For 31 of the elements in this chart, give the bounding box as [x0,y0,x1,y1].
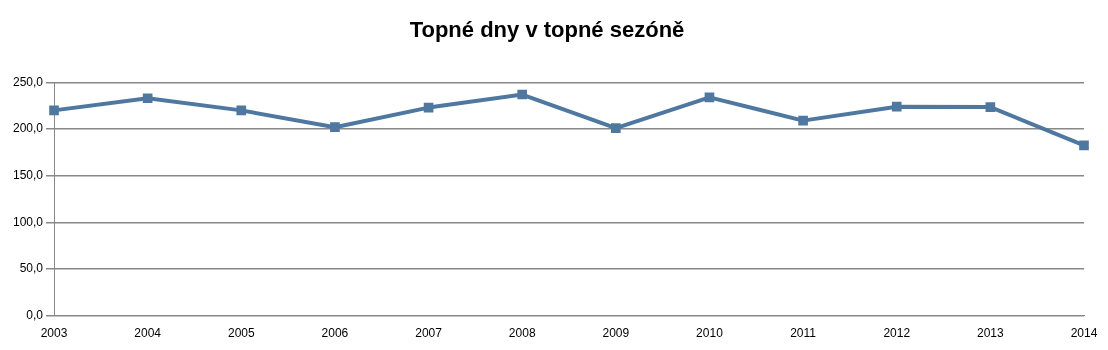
point [142,93,153,104]
y-tick-label: 50,0 [19,261,44,276]
point [517,89,528,100]
x-tick-label: 2013 [977,326,1005,341]
point [891,101,902,112]
x-tick-label: 2014 [1070,326,1098,341]
x-tick-label: 2003 [40,326,68,341]
point [704,92,715,103]
point [985,102,996,112]
x-tick-label: 2012 [883,326,911,341]
point [330,122,340,132]
y-tick-label: 150,0 [13,167,44,182]
point [49,105,59,116]
x-tick-label: 2005 [227,326,255,341]
point [423,102,434,113]
x-tick-label: 2011 [790,326,817,341]
x-tick-label: 2004 [134,326,162,341]
x-tick-label: 2009 [602,326,630,341]
y-tick-label: 200,0 [13,121,44,136]
x-tick-label: 2006 [321,326,349,341]
y-tick-label: 100,0 [13,214,44,229]
x-tick-label: 2010 [696,326,724,341]
point [1079,140,1089,151]
point [611,123,621,133]
point [798,115,808,126]
y-tick-label: 0,0 [26,307,44,322]
chart-title: Topné dny v topné sezóně [409,17,685,43]
y-tick-label: 250,0 [13,74,44,89]
x-tick-label: 2008 [508,326,536,341]
point [236,105,247,116]
x-tick-label: 2007 [415,326,443,341]
